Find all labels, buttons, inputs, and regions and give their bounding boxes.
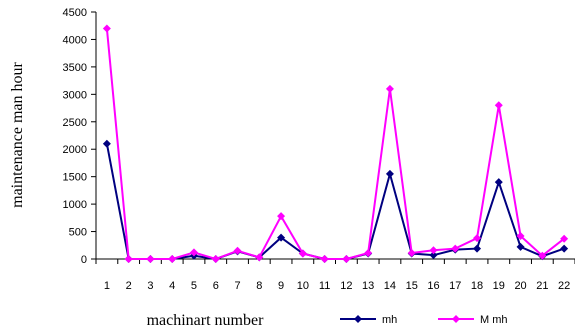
x-tick-label: 21 <box>536 280 548 292</box>
y-tick-label: 2500 <box>63 117 87 129</box>
x-tick-label: 20 <box>514 280 526 292</box>
data-point <box>102 139 111 148</box>
x-tick-label: 11 <box>319 280 330 292</box>
y-tick-label: 500 <box>69 227 87 239</box>
x-tick-label: 5 <box>191 280 197 292</box>
x-tick-label: 1 <box>104 280 110 292</box>
data-point <box>385 84 394 93</box>
x-tick-label: 13 <box>362 280 374 292</box>
y-tick-label: 1000 <box>63 199 87 211</box>
data-point <box>451 244 460 253</box>
data-point <box>189 248 198 257</box>
data-point <box>211 255 220 263</box>
data-point <box>429 251 438 260</box>
x-tick-label: 10 <box>297 280 309 292</box>
y-tick-label: 0 <box>81 254 87 266</box>
x-tick-label: 8 <box>256 280 262 292</box>
legend-marker <box>354 315 362 323</box>
legend-entry: M mh <box>438 314 508 326</box>
data-point <box>385 169 394 178</box>
y-tick-label: 4000 <box>63 34 87 46</box>
y-tick-label: 1500 <box>63 172 87 184</box>
data-point <box>429 246 438 255</box>
x-tick-label: 4 <box>169 280 175 292</box>
data-point <box>473 234 482 243</box>
x-tick-label: 15 <box>406 280 418 292</box>
data-point <box>516 231 525 240</box>
series-line <box>105 28 565 261</box>
x-tick-label: 12 <box>340 280 352 292</box>
x-tick-label: 18 <box>471 280 483 292</box>
data-point <box>146 255 155 263</box>
legend-label: M mh <box>480 314 508 326</box>
series-layer <box>102 24 569 263</box>
data-point <box>494 101 503 110</box>
legend-marker <box>452 315 460 323</box>
data-point <box>277 233 286 242</box>
legend: mh M mh <box>340 314 508 326</box>
y-tick-label: 4500 <box>63 7 87 19</box>
x-tick-label: 3 <box>147 280 153 292</box>
series-line <box>105 143 565 261</box>
data-point <box>473 244 482 253</box>
data-point <box>364 248 373 257</box>
x-axis-title: machinart number <box>147 312 265 329</box>
x-ticks: 1 2 3 4 5 6 7 8 9 10 11 12 13 14 15 16 17 18 19 20 21 22 <box>95 259 575 292</box>
data-point <box>102 24 111 33</box>
data-point <box>407 248 416 257</box>
x-tick-label: 14 <box>384 280 396 292</box>
x-tick-label: 2 <box>126 280 132 292</box>
data-point <box>124 255 133 263</box>
data-point <box>342 255 351 263</box>
y-axis-title: maintenance man hour <box>9 61 26 207</box>
data-point <box>233 246 242 255</box>
data-point <box>298 249 307 258</box>
x-tick-label: 16 <box>427 280 439 292</box>
x-tick-label: 19 <box>493 280 505 292</box>
data-point <box>320 255 329 263</box>
data-point <box>538 251 547 260</box>
legend-entry: mh <box>340 314 397 326</box>
x-tick-label: 9 <box>278 280 284 292</box>
legend-label: mh <box>382 314 397 326</box>
data-point <box>255 253 264 262</box>
data-point <box>560 234 569 243</box>
data-point <box>516 242 525 251</box>
y-ticks: 0 500 1000 1500 2000 2500 3000 3500 4000 4500 <box>63 7 96 266</box>
x-tick-label: 22 <box>558 280 570 292</box>
series-2 <box>102 24 569 263</box>
y-tick-label: 2000 <box>63 144 87 156</box>
y-tick-label: 3500 <box>63 62 87 74</box>
y-tick-label: 3000 <box>63 89 87 101</box>
series-1 <box>102 139 569 263</box>
data-point <box>277 212 286 221</box>
x-tick-label: 6 <box>213 280 219 292</box>
data-point <box>494 178 503 187</box>
x-tick-label: 17 <box>449 280 461 292</box>
x-tick-label: 7 <box>234 280 240 292</box>
data-point <box>560 244 569 253</box>
data-point <box>168 255 177 263</box>
